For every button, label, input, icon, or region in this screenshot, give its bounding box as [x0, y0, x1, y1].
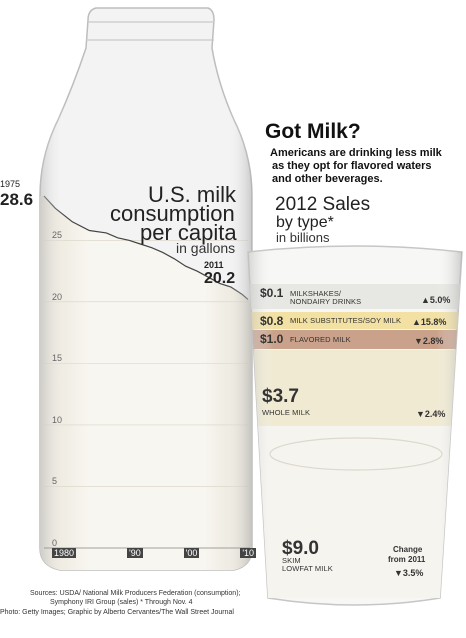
glass-unit-label: in billions	[276, 230, 330, 245]
x-tick-label: 1980	[52, 548, 77, 558]
segment-name-label: LOWFAT MILK	[282, 564, 333, 573]
x-tick-label: '90	[127, 548, 143, 558]
segment-value-label: $3.7	[262, 386, 299, 407]
segment-name-label: WHOLE MILK	[262, 408, 311, 417]
segment-name-label: NONDAIRY DRINKS	[290, 297, 362, 306]
end-value-label: 20.2	[204, 270, 236, 287]
y-tick-label: 20	[52, 291, 63, 302]
y-tick-label: 5	[52, 476, 58, 487]
y-tick-label: 25	[52, 230, 63, 241]
segment-name-label: SKIM	[282, 556, 301, 565]
headline: Got Milk?	[265, 120, 361, 143]
segment-change-label: ▲15.8%	[412, 317, 447, 327]
glass-title-line2: by type*	[276, 214, 334, 231]
deck-line3: and other beverages.	[272, 173, 383, 185]
bottle-title-line2: consumption	[110, 201, 235, 226]
segment-name-label: MILK SUBSTITUTES/SOY MILK	[290, 316, 402, 325]
segment-value-label: $0.8	[260, 314, 284, 328]
end-year-label: 2011	[204, 260, 224, 270]
y-tick-label: 10	[52, 414, 63, 425]
segment-change-label: ▼2.4%	[416, 409, 446, 419]
segment-name-label: FLAVORED MILK	[290, 335, 351, 344]
y-tick-label: 15	[52, 353, 63, 364]
bottle-title-line3: per capita	[140, 220, 237, 245]
glass-title: 2012 Sales	[275, 194, 371, 215]
x-tick-label: '10	[240, 548, 257, 558]
segment-change-label: ▼3.5%	[394, 568, 424, 578]
segment-value-label: $9.0	[282, 538, 319, 559]
bottle-unit-label: in gallons	[176, 240, 236, 256]
segment-value-label: $0.1	[260, 286, 284, 300]
segment-name-label: MILKSHAKES/	[290, 289, 342, 298]
deck-line1: Americans are drinking less milk	[270, 147, 442, 159]
sources-line1: Sources: USDA/ National Milk Producers F…	[30, 590, 241, 597]
change-header-line1: Change	[393, 545, 423, 554]
sources-line2: Symphony IRI Group (sales) * Through Nov…	[50, 599, 193, 606]
segment-change-label: ▲5.0%	[421, 295, 451, 305]
segment-change-label: ▼2.8%	[414, 336, 444, 346]
change-header-line2: from 2011	[388, 555, 426, 564]
photo-credit: Photo: Getty Images; Graphic by Alberto …	[0, 609, 234, 616]
bottle-title-line1: U.S. milk	[148, 182, 236, 207]
y-tick-label: 0	[52, 538, 58, 548]
start-value-label: 28.6	[0, 190, 34, 209]
deck-line2: as they opt for flavored waters	[272, 160, 432, 172]
segment-value-label: $1.0	[260, 332, 284, 346]
start-year-label: 1975	[0, 179, 21, 189]
x-tick-label: '00	[183, 548, 200, 558]
